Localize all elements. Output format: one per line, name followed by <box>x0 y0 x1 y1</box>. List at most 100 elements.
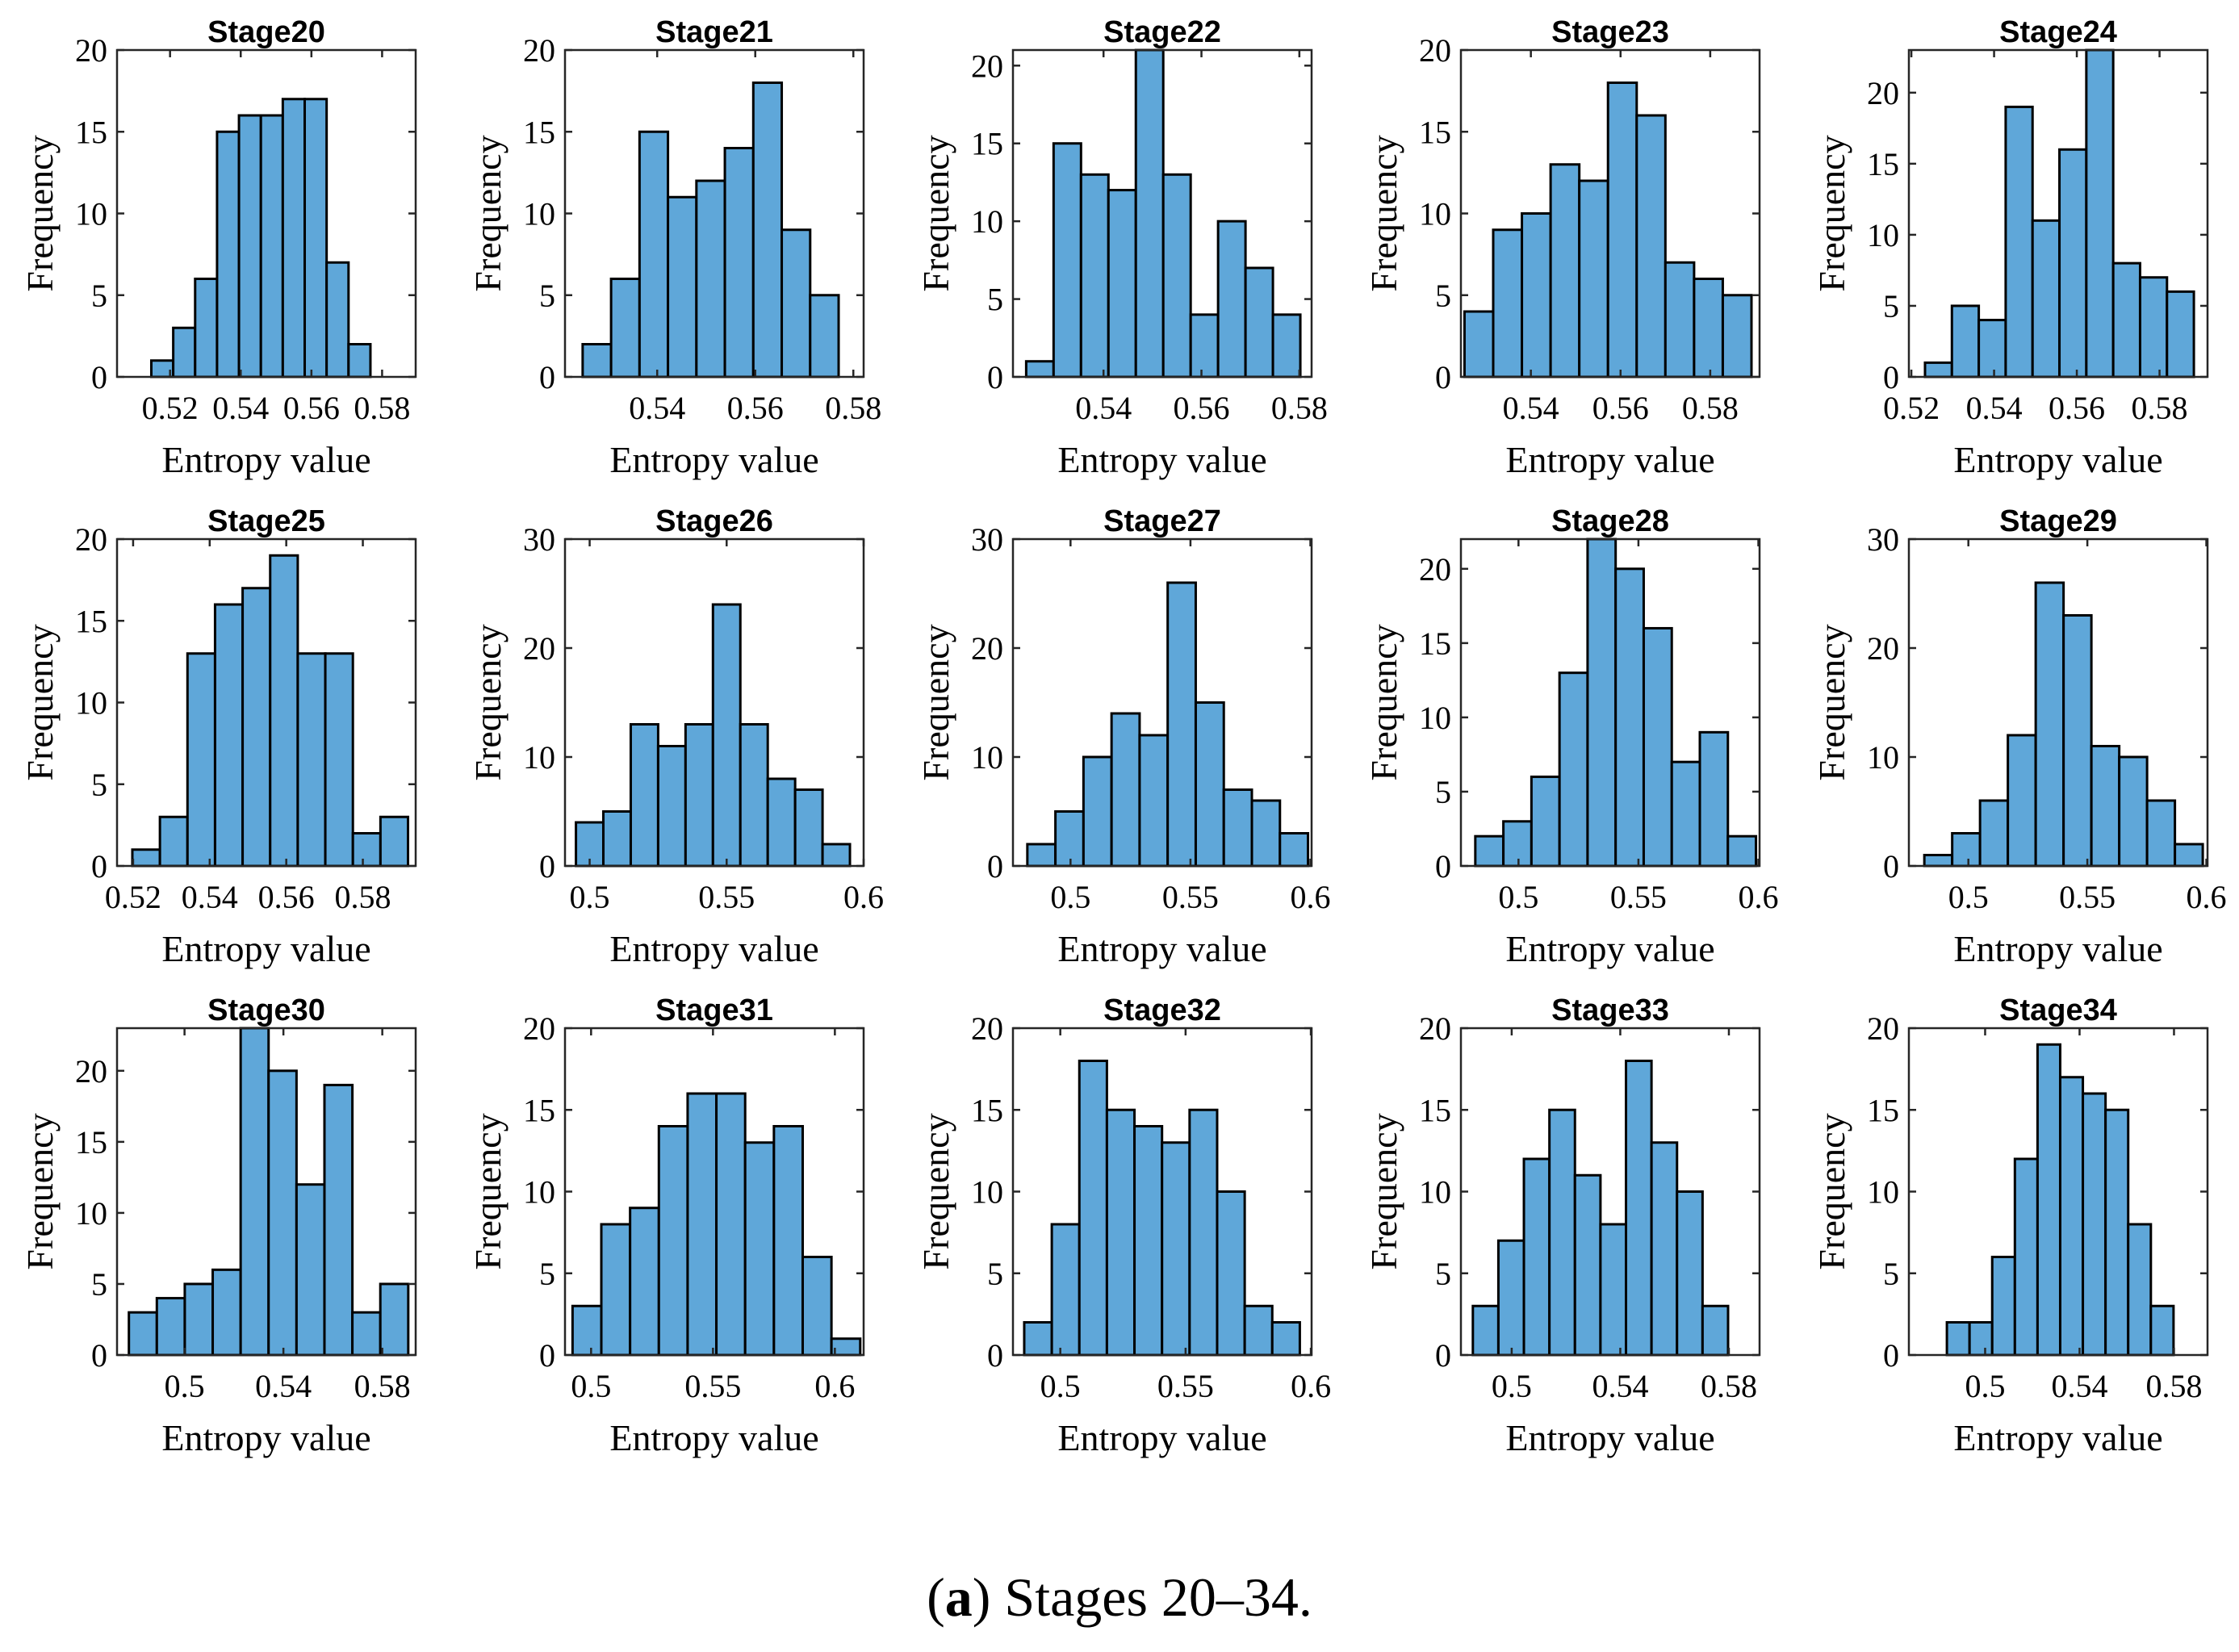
y-tick-label: 15 <box>1419 625 1451 662</box>
x-tick-label: 0.55 <box>2059 879 2116 915</box>
y-tick-label: 20 <box>1419 551 1451 588</box>
y-tick-label: 5 <box>539 278 555 314</box>
x-tick-label: 0.54 <box>1966 390 2023 426</box>
histogram-bar <box>2127 1223 2153 1357</box>
histogram-bar <box>1721 294 1753 378</box>
y-tick-label: 10 <box>1867 217 1899 253</box>
y-axis-label: Frequency <box>19 1113 61 1269</box>
y-tick-label: 20 <box>523 32 555 69</box>
histogram-bar <box>1161 173 1192 378</box>
y-tick-label: 0 <box>987 1337 1003 1374</box>
histogram-bar <box>1161 1141 1191 1357</box>
histogram-bar <box>1726 834 1758 868</box>
histogram-bar <box>1558 671 1589 868</box>
x-axis-label: Entropy value <box>1505 928 1714 969</box>
histogram-bar <box>1549 163 1581 378</box>
histogram-bar <box>2174 843 2204 868</box>
y-tick-label: 0 <box>91 1337 107 1374</box>
histogram-bar <box>751 82 784 378</box>
y-tick-label: 10 <box>1419 1174 1451 1211</box>
histogram-bar <box>2036 1043 2061 1357</box>
histogram-bar <box>351 1311 382 1357</box>
histogram-bar <box>347 343 372 378</box>
y-tick-label: 10 <box>1419 196 1451 232</box>
histogram-bar <box>1250 799 1282 868</box>
histogram-bar <box>351 832 382 868</box>
histogram-bar <box>1923 854 1954 868</box>
histogram-bar <box>1133 1125 1164 1357</box>
histogram-bar <box>269 554 299 868</box>
histogram-bar <box>1474 834 1505 868</box>
x-tick-label: 0.55 <box>1610 879 1667 915</box>
histogram-bar <box>1950 304 1981 378</box>
histogram-bar <box>1496 1239 1525 1357</box>
histogram-bar <box>1194 701 1225 868</box>
y-tick-label: 15 <box>1867 1092 1899 1128</box>
x-tick-label: 0.56 <box>1592 390 1649 426</box>
histogram-bar <box>638 130 670 378</box>
histogram-bar <box>1471 1304 1500 1357</box>
histogram-bar <box>237 114 262 378</box>
x-tick-label: 0.5 <box>165 1368 205 1404</box>
x-tick-label: 0.56 <box>258 879 315 915</box>
y-tick-label: 0 <box>1883 359 1899 395</box>
y-tick-label: 0 <box>539 359 555 395</box>
histogram-bar <box>602 810 632 868</box>
x-tick-label: 0.54 <box>255 1368 312 1404</box>
histogram-bar <box>1670 760 1701 868</box>
x-tick-label: 0.5 <box>1948 879 1989 915</box>
x-axis-label: Entropy value <box>161 439 370 480</box>
y-tick-label: 0 <box>1435 1337 1451 1374</box>
y-tick-label: 30 <box>1867 521 1899 558</box>
histogram-bar <box>239 1027 270 1357</box>
histogram-bar <box>2007 734 2037 868</box>
axes-box <box>1907 48 2209 378</box>
x-tick-label: 0.54 <box>212 390 269 426</box>
y-tick-label: 20 <box>75 32 107 69</box>
y-tick-label: 10 <box>75 685 107 721</box>
histogram-bar <box>581 343 613 378</box>
y-tick-label: 0 <box>539 848 555 885</box>
y-tick-label: 20 <box>971 1010 1003 1047</box>
histogram-bar <box>715 1092 747 1357</box>
y-tick-label: 5 <box>91 278 107 314</box>
y-tick-label: 5 <box>987 282 1003 318</box>
x-tick-label: 0.54 <box>629 390 685 426</box>
x-tick-label: 0.5 <box>1492 1368 1532 1404</box>
x-tick-label: 0.58 <box>1682 390 1739 426</box>
histogram-bar <box>656 745 687 868</box>
chart-title: Stage29 <box>1999 504 2117 538</box>
histogram-bar <box>1502 820 1533 868</box>
y-tick-label: 20 <box>75 1053 107 1089</box>
y-axis-label: Frequency <box>467 135 508 291</box>
y-tick-label: 15 <box>971 126 1003 162</box>
y-tick-label: 10 <box>1419 700 1451 736</box>
x-tick-label: 0.58 <box>354 390 410 426</box>
y-tick-label: 15 <box>75 114 107 150</box>
x-tick-label: 0.58 <box>335 879 391 915</box>
histogram-bar <box>1024 360 1055 378</box>
y-tick-label: 5 <box>1435 774 1451 810</box>
x-tick-label: 0.5 <box>1040 1368 1081 1404</box>
y-axis-label: Frequency <box>19 135 61 291</box>
chart-title: Stage22 <box>1103 15 1221 49</box>
y-tick-label: 15 <box>1867 146 1899 182</box>
histogram-bar <box>1492 228 1524 378</box>
y-tick-label: 20 <box>971 630 1003 667</box>
histogram-bar <box>629 723 659 868</box>
y-tick-label: 20 <box>1419 32 1451 69</box>
histogram-bar <box>1079 173 1110 378</box>
x-axis-label: Entropy value <box>609 439 818 480</box>
y-tick-label: 20 <box>1419 1010 1451 1047</box>
y-tick-label: 15 <box>523 1092 555 1128</box>
y-tick-label: 10 <box>523 1174 555 1211</box>
histogram-bar <box>609 278 641 378</box>
histogram-bar <box>379 815 410 868</box>
y-tick-label: 15 <box>1419 114 1451 150</box>
histogram-bar <box>1279 832 1310 868</box>
x-tick-label: 0.6 <box>2187 879 2227 915</box>
y-axis-label: Frequency <box>1811 135 1852 291</box>
histogram-bar <box>2149 1304 2175 1357</box>
histogram-bar <box>1650 1141 1679 1357</box>
histogram-bar <box>600 1223 632 1357</box>
